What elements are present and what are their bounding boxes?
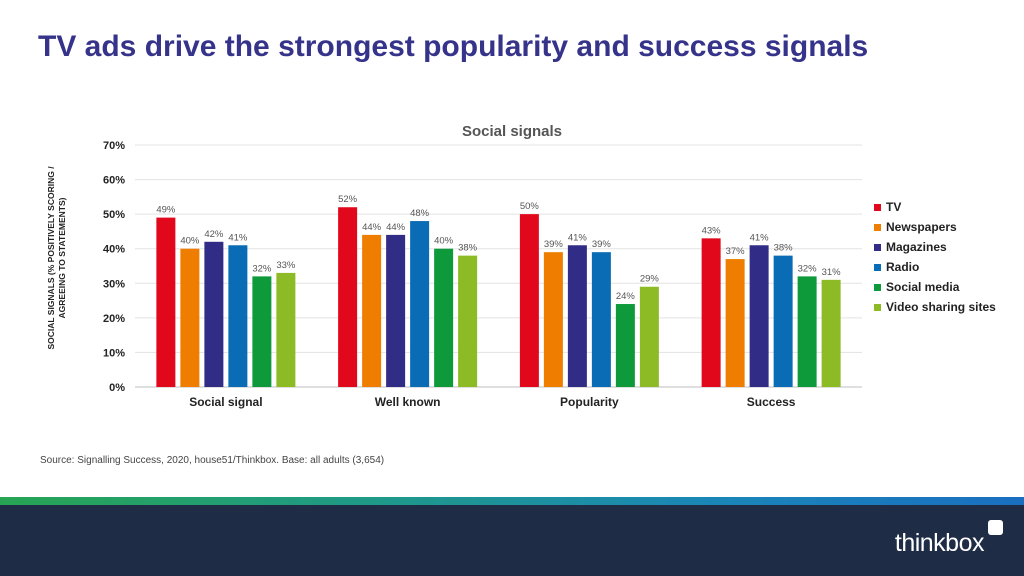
y-tick-label: 30% — [103, 278, 125, 290]
bar-tv — [701, 238, 721, 387]
bar-video-sharing-sites — [276, 272, 296, 387]
bar-magazines — [567, 245, 587, 387]
bar-tv — [338, 207, 358, 387]
legend-label: TV — [886, 200, 901, 214]
data-label: 52% — [338, 194, 358, 205]
data-label: 32% — [252, 263, 272, 274]
legend-label: Radio — [886, 260, 919, 274]
bar-social-media — [615, 304, 635, 387]
data-label: 41% — [750, 232, 770, 243]
data-label: 49% — [156, 205, 176, 216]
y-axis-title-line-1: SOCIAL SIGNALS (% POSITIVELY SCORING / — [46, 166, 56, 350]
bar-newspapers — [180, 248, 200, 387]
data-label: 37% — [726, 246, 746, 257]
bar-magazines — [204, 241, 224, 387]
data-label: 41% — [228, 232, 248, 243]
bar-radio — [228, 245, 248, 387]
x-tick-label: Popularity — [560, 395, 619, 409]
legend-swatch — [874, 244, 881, 251]
bar-video-sharing-sites — [639, 286, 659, 387]
thinkbox-logo: thinkbox — [894, 529, 985, 557]
x-tick-label: Well known — [375, 395, 441, 409]
bar-newspapers — [362, 234, 382, 387]
bar-newspapers — [543, 252, 563, 387]
legend-swatch — [874, 284, 881, 291]
data-label: 44% — [362, 222, 382, 233]
data-label: 24% — [616, 291, 636, 302]
data-label: 38% — [774, 243, 794, 254]
bar-tv — [156, 217, 176, 387]
legend-label: Video sharing sites — [886, 300, 996, 314]
bar-social-media — [434, 248, 454, 387]
chart-title: Social signals — [462, 123, 562, 140]
y-tick-label: 0% — [109, 382, 125, 394]
bar-radio — [591, 252, 611, 387]
bar-radio — [773, 255, 793, 387]
data-label: 33% — [276, 260, 296, 271]
data-label: 39% — [544, 239, 564, 250]
logo-square-icon — [988, 520, 1003, 535]
data-label: 42% — [204, 229, 224, 240]
data-label: 43% — [702, 225, 722, 236]
data-label: 38% — [458, 243, 478, 254]
y-tick-label: 20% — [103, 313, 125, 325]
legend-swatch — [874, 224, 881, 231]
bar-radio — [410, 221, 430, 387]
legend-label: Newspapers — [886, 220, 957, 234]
legend-swatch — [874, 304, 881, 311]
data-label: 48% — [410, 208, 430, 219]
legend-label: Social media — [886, 280, 960, 294]
x-tick-label: Social signal — [189, 395, 262, 409]
y-tick-label: 50% — [103, 209, 125, 221]
source-note: Source: Signalling Success, 2020, house5… — [40, 455, 385, 466]
bar-chart: Social signals SOCIAL SIGNALS (% POSITIV… — [46, 123, 996, 409]
bar-video-sharing-sites — [821, 279, 841, 387]
legend-swatch — [874, 264, 881, 271]
y-tick-label: 40% — [103, 244, 125, 256]
slide-title: TV ads drive the strongest popularity an… — [38, 30, 869, 63]
data-label: 31% — [822, 267, 842, 278]
data-label: 29% — [640, 274, 660, 285]
footer-gradient-band — [0, 497, 1024, 505]
footer-bar — [0, 505, 1024, 576]
bar-social-media — [797, 276, 817, 387]
data-label: 41% — [568, 232, 588, 243]
bar-tv — [519, 214, 539, 387]
x-tick-label: Success — [747, 395, 796, 409]
bar-newspapers — [725, 259, 745, 387]
data-label: 44% — [386, 222, 406, 233]
data-label: 50% — [520, 201, 540, 212]
data-label: 40% — [434, 236, 454, 247]
y-axis-title: SOCIAL SIGNALS (% POSITIVELY SCORING / A… — [46, 166, 67, 350]
data-label: 32% — [798, 263, 818, 274]
bar-magazines — [386, 234, 406, 387]
bar-social-media — [252, 276, 272, 387]
bar-video-sharing-sites — [458, 255, 478, 387]
bar-magazines — [749, 245, 769, 387]
y-tick-label: 10% — [103, 347, 125, 359]
y-tick-label: 60% — [103, 175, 125, 187]
data-label: 39% — [592, 239, 612, 250]
y-tick-label: 70% — [103, 140, 125, 152]
legend-label: Magazines — [886, 240, 947, 254]
y-axis-title-line-2: AGREEING TO STATEMENTS) — [57, 197, 67, 318]
data-label: 40% — [180, 236, 200, 247]
legend-swatch — [874, 204, 881, 211]
